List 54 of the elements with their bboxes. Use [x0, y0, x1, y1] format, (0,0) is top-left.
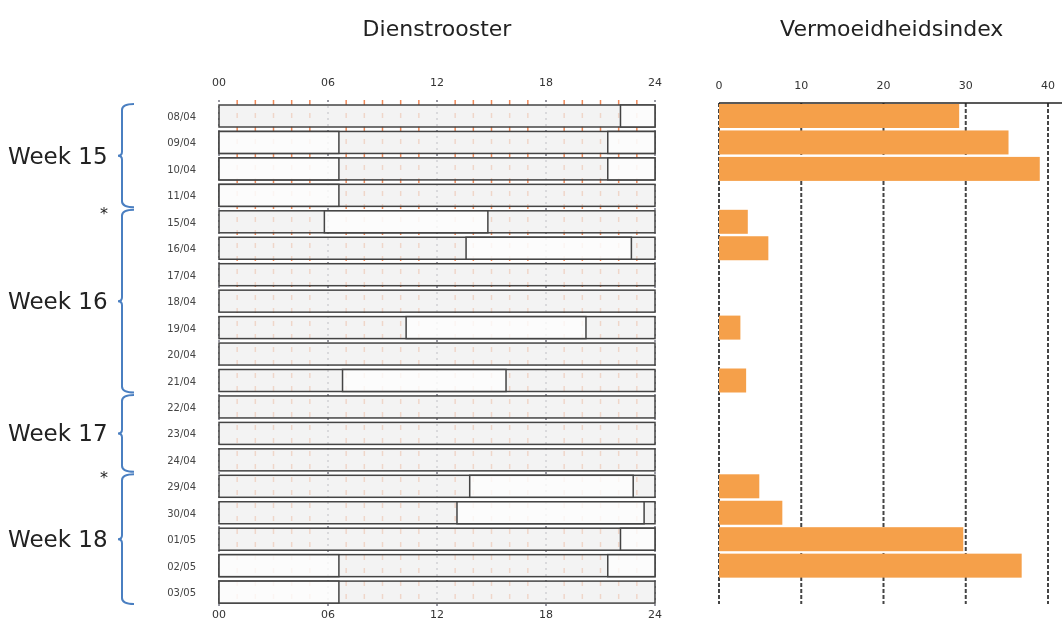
y-tick-label: 23/04 [167, 428, 196, 440]
y-tick-label: 09/04 [167, 137, 196, 149]
x-tick-label: 30 [958, 79, 973, 92]
text: Week 16 [8, 288, 108, 315]
bar [719, 236, 769, 261]
y-tick-label: 10/04 [167, 163, 196, 175]
y-tick-label: 22/04 [167, 401, 196, 413]
bar [218, 289, 656, 313]
bar [218, 421, 656, 446]
y-tick-label: 29/04 [167, 481, 196, 493]
x-tick-label: 12 [430, 608, 444, 621]
y-tick-label: 17/04 [167, 269, 196, 281]
bar [719, 474, 760, 499]
bar [719, 553, 1022, 578]
bar [719, 368, 747, 393]
text: Week 18 [8, 526, 108, 553]
text: Week 15 [8, 142, 108, 169]
bar [719, 104, 960, 128]
text: * [100, 203, 108, 223]
text: * [100, 468, 108, 488]
x-tick-label: 10 [794, 79, 809, 92]
x-tick-label: 06 [321, 608, 335, 621]
bar [218, 448, 656, 472]
y-tick-label: 19/04 [167, 322, 196, 334]
x-tick-label: 40 [1041, 79, 1055, 92]
y-tick-label: 03/05 [167, 587, 196, 599]
bar [719, 209, 748, 234]
y-tick-label: 11/04 [167, 190, 196, 202]
y-tick-label: 21/04 [167, 375, 196, 387]
x-tick-label: 00 [212, 608, 226, 621]
y-tick-label: 20/04 [167, 349, 196, 361]
x-tick-label: 24 [648, 608, 662, 621]
bar [218, 395, 656, 419]
y-tick-label: 15/04 [167, 216, 196, 228]
x-tick-label: 0 [715, 79, 723, 92]
bar [719, 500, 783, 525]
bar [719, 315, 741, 340]
y-tick-label: 01/05 [167, 534, 196, 546]
y-tick-label: 02/05 [167, 560, 196, 572]
y-tick-label: 30/04 [167, 507, 196, 519]
bar [218, 342, 656, 366]
bar [719, 527, 964, 552]
y-tick-label: 08/04 [167, 111, 196, 122]
y-tick-label: 16/04 [167, 243, 196, 255]
chart-title: Vermoeidheidsindex [780, 16, 1004, 41]
bar [218, 262, 656, 287]
chart-title: Dienstrooster [362, 16, 513, 41]
bar [719, 130, 1009, 155]
x-tick-label: 18 [539, 608, 553, 621]
y-tick-label: 18/04 [167, 296, 196, 308]
x-tick-label: 20 [876, 79, 891, 92]
text: Week 17 [8, 420, 108, 447]
bar [719, 156, 1040, 181]
y-tick-label: 24/04 [167, 454, 196, 466]
